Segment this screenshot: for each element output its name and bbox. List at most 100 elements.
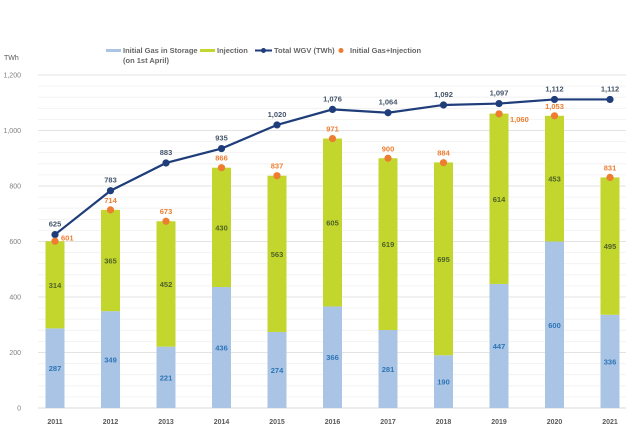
- x-axis: 2011 2012 2013 2014 2015 2016 2017 2018 2019 2020…: [47, 419, 617, 426]
- legend-label-initial-plus-injection: Initial Gas+Injection: [350, 46, 421, 55]
- total-wgv-point: [606, 95, 614, 104]
- data-label-total-wgv: 625: [49, 220, 62, 229]
- total-wgv-point: [51, 230, 59, 239]
- data-label-initial-gas-storage: 349: [104, 356, 117, 365]
- bar-initial-gas-storage: [545, 241, 564, 408]
- data-label-total-wgv: 935: [215, 134, 228, 143]
- data-label-initial-plus-injection: 884: [437, 149, 450, 158]
- legend: Initial Gas in Storage(on 1st April) Inje…: [106, 46, 421, 65]
- bar-injection: [156, 221, 176, 347]
- bar-injection: [45, 241, 65, 329]
- data-label-injection: 563: [271, 250, 284, 259]
- initial-plus-injection-point: [606, 173, 614, 181]
- y-tick-label: 1,000: [3, 128, 21, 135]
- data-label-total-wgv: 1,097: [490, 89, 509, 98]
- x-tick-label: 2017: [380, 419, 396, 426]
- initial-plus-injection-point: [273, 172, 281, 180]
- data-label-initial-gas-storage: 281: [382, 365, 395, 374]
- data-label-injection: 452: [160, 280, 173, 289]
- data-label-initial-gas-storage: 447: [493, 342, 506, 351]
- total-wgv-point: [384, 109, 392, 117]
- data-label-initial-gas-storage: 436: [215, 344, 228, 353]
- bar-injection: [378, 158, 398, 331]
- bar-initial-gas-storage: [267, 331, 287, 408]
- y-axis: 0 200 400 600 800 1,000 1,200: [3, 73, 21, 413]
- data-label-initial-plus-injection: 673: [160, 207, 173, 216]
- total-wgv-point: [439, 101, 448, 109]
- y-axis-unit-label: TWh: [4, 55, 19, 62]
- legend-label-initial-gas-storage-sub: (on 1st April): [123, 56, 169, 65]
- data-label-initial-plus-injection: 1,053: [545, 102, 564, 111]
- data-label-initial-plus-injection: 601: [61, 234, 74, 243]
- x-tick-label: 2020: [547, 419, 563, 426]
- x-tick-label: 2012: [103, 419, 119, 426]
- data-label-initial-gas-storage: 190: [437, 378, 450, 387]
- bar-initial-gas-storage: [156, 346, 176, 408]
- data-label-total-wgv: 1,064: [379, 98, 399, 107]
- data-label-initial-plus-injection: 837: [271, 162, 284, 171]
- data-labels: 287 314 349 365 221 452 436 430 274 563 366 605 281 6…: [49, 84, 619, 386]
- bar-initial-gas-storage: [434, 355, 453, 408]
- data-label-total-wgv: 1,076: [323, 94, 342, 103]
- y-tick-label: 400: [9, 295, 21, 302]
- bar-injection: [545, 115, 564, 242]
- total-wgv-point: [162, 159, 170, 167]
- bar-injection: [267, 175, 287, 332]
- data-label-injection: 619: [382, 240, 395, 249]
- total-wgv-point: [328, 105, 337, 114]
- initial-plus-injection-point: [439, 159, 448, 167]
- y-tick-label: 200: [9, 350, 21, 357]
- x-tick-label: 2016: [325, 419, 341, 426]
- data-label-initial-plus-injection: 831: [604, 163, 617, 172]
- x-tick-label: 2013: [158, 419, 174, 426]
- initial-plus-injection-markers: [51, 110, 614, 245]
- bar-initial-gas-storage: [101, 311, 120, 408]
- x-tick-label: 2019: [491, 419, 507, 426]
- bar-initial-gas-storage: [323, 306, 342, 408]
- data-label-total-wgv: 883: [160, 148, 173, 157]
- data-label-injection: 495: [604, 242, 617, 251]
- y-tick-label: 800: [9, 184, 21, 191]
- data-label-initial-gas-storage: 600: [548, 321, 561, 330]
- bar-initial-gas-storage: [489, 283, 509, 408]
- initial-plus-injection-point: [217, 164, 226, 172]
- y-tick-label: 1,200: [3, 73, 21, 80]
- data-label-initial-gas-storage: 287: [49, 364, 62, 373]
- data-label-injection: 695: [437, 255, 450, 264]
- data-label-total-wgv: 1,092: [434, 90, 453, 99]
- x-tick-label: 2014: [214, 419, 230, 426]
- bar-initial-gas-storage: [212, 287, 231, 408]
- initial-plus-injection-point: [328, 134, 337, 143]
- initial-plus-injection-point: [384, 154, 392, 162]
- legend-swatch-initial-gas-storage: [106, 49, 121, 52]
- total-wgv-line: [51, 95, 614, 239]
- data-label-initial-plus-injection: 1,060: [510, 115, 529, 124]
- total-wgv-point: [217, 144, 226, 153]
- data-label-total-wgv: 1,112: [601, 84, 619, 93]
- data-label-total-wgv: 1,112: [545, 84, 563, 93]
- y-tick-label: 600: [9, 239, 21, 246]
- bar-injection: [600, 177, 620, 315]
- data-label-initial-gas-storage: 274: [271, 366, 284, 375]
- data-label-initial-gas-storage: 366: [326, 353, 339, 362]
- data-label-initial-gas-storage: 221: [160, 373, 173, 382]
- data-label-initial-plus-injection: 866: [215, 154, 228, 163]
- legend-label-total-wgv: Total WGV (TWh): [274, 46, 335, 55]
- bar-initial-gas-storage: [600, 314, 620, 408]
- total-wgv-point: [495, 99, 503, 108]
- data-label-total-wgv: 783: [104, 176, 117, 185]
- y-tick-label: 0: [17, 406, 21, 413]
- initial-plus-injection-point: [550, 112, 559, 120]
- bar-initial-gas-storage: [378, 330, 398, 408]
- bar-injection: [489, 113, 509, 284]
- total-wgv-point: [106, 187, 115, 195]
- legend-label-initial-gas-storage: Initial Gas in Storage: [123, 46, 198, 55]
- data-label-initial-plus-injection: 900: [382, 144, 395, 153]
- bar-initial-gas-storage: [45, 328, 65, 408]
- initial-plus-injection-point: [51, 237, 59, 245]
- bar-injection: [101, 209, 120, 312]
- data-label-injection: 453: [548, 175, 561, 184]
- data-label-injection: 314: [49, 281, 62, 290]
- data-label-injection: 605: [326, 218, 339, 227]
